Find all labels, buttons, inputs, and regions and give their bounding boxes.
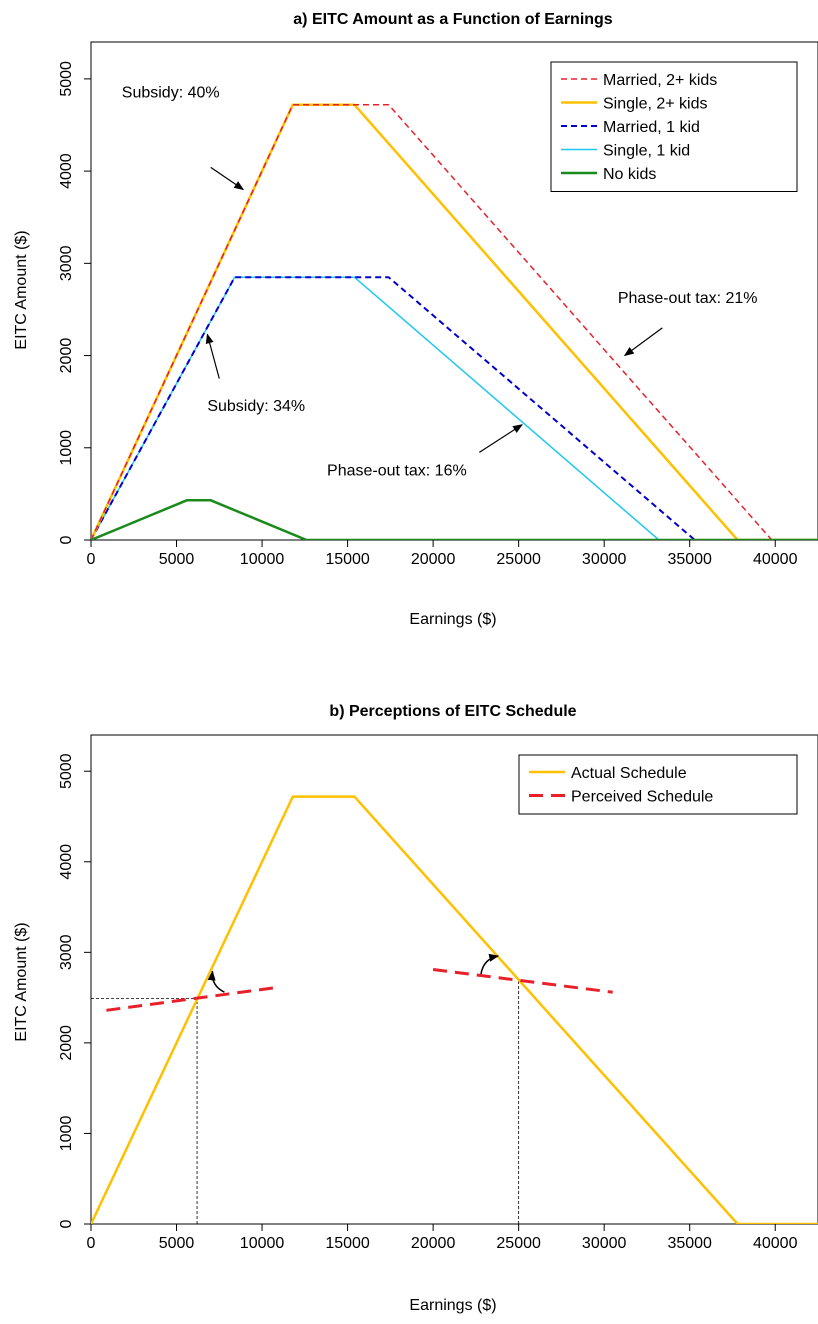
series-line-married-2-kids <box>91 103 818 540</box>
plot-area <box>91 795 818 1224</box>
x-tick-label: 15000 <box>325 551 370 568</box>
legend-label: Single, 1 kid <box>603 143 690 160</box>
plot-frame <box>90 734 818 1225</box>
x-tick-label: 40000 <box>753 1235 798 1252</box>
y-axis-label: EITC Amount ($) <box>13 922 30 1041</box>
x-tick-label: 15000 <box>325 1235 370 1252</box>
y-tick-label: 3000 <box>58 245 75 281</box>
annotation-arrow <box>478 424 523 453</box>
annotation-label: Phase-out tax: 21% <box>618 290 758 307</box>
x-tick-label: 5000 <box>159 1235 195 1252</box>
y-tick-label: 1000 <box>58 1116 75 1152</box>
x-tick-label: 0 <box>87 551 96 568</box>
x-tick-label: 30000 <box>582 1235 627 1252</box>
x-axis-label: Earnings ($) <box>409 611 496 628</box>
legend-label: Perceived Schedule <box>571 789 713 806</box>
annotation-label: Phase-out tax: 16% <box>327 462 467 479</box>
y-tick-label: 4000 <box>58 844 75 880</box>
plot-area <box>91 103 818 540</box>
legend-box <box>518 754 798 815</box>
annotation-label: Subsidy: 40% <box>122 84 220 101</box>
annotation-arrow <box>205 333 220 379</box>
chart-title: a) EITC Amount as a Function of Earnings <box>293 11 613 28</box>
legend-label: No kids <box>603 166 656 183</box>
y-tick-label: 0 <box>58 535 75 544</box>
series-line-actual-schedule <box>91 795 818 1224</box>
y-tick-label: 2000 <box>58 338 75 374</box>
chart-panel-a: a) EITC Amount as a Function of Earnings… <box>13 11 818 628</box>
y-tick-label: 3000 <box>58 934 75 970</box>
x-tick-label: 20000 <box>411 1235 456 1252</box>
x-tick-label: 30000 <box>582 551 627 568</box>
x-tick-label: 35000 <box>667 551 712 568</box>
x-tick-label: 10000 <box>240 551 285 568</box>
legend-label: Actual Schedule <box>571 765 687 782</box>
legend-label: Married, 2+ kids <box>603 72 717 89</box>
y-tick-label: 5000 <box>58 61 75 97</box>
legend-box <box>550 61 798 192</box>
x-tick-label: 25000 <box>496 551 541 568</box>
y-tick-label: 1000 <box>58 430 75 466</box>
series-line-perceived-schedule <box>106 986 276 1012</box>
series-line-perceived-schedule <box>432 968 613 994</box>
x-tick-label: 40000 <box>753 551 798 568</box>
x-tick-label: 10000 <box>240 1235 285 1252</box>
series-line-married-1-kid <box>91 276 818 540</box>
legend-label: Single, 2+ kids <box>603 96 708 113</box>
y-axis-label: EITC Amount ($) <box>13 230 30 349</box>
x-tick-label: 5000 <box>159 551 195 568</box>
x-tick-label: 25000 <box>496 1235 541 1252</box>
annotation-arrow <box>623 327 663 357</box>
x-tick-label: 20000 <box>411 551 456 568</box>
y-tick-label: 4000 <box>58 153 75 189</box>
chart-title: b) Perceptions of EITC Schedule <box>329 703 576 720</box>
y-tick-label: 0 <box>58 1219 75 1228</box>
legend-label: Married, 1 kid <box>603 119 700 136</box>
series-line-no-kids <box>91 499 818 540</box>
x-tick-label: 0 <box>87 1235 96 1252</box>
annotation-label: Subsidy: 34% <box>207 398 305 415</box>
chart-panel-b: b) Perceptions of EITC Schedule Earnings… <box>13 703 818 1314</box>
x-tick-label: 35000 <box>667 1235 712 1252</box>
curved-arrow <box>480 953 500 975</box>
annotation-arrow <box>210 166 245 191</box>
curved-arrow <box>207 970 225 993</box>
y-tick-label: 5000 <box>58 753 75 789</box>
y-tick-label: 2000 <box>58 1025 75 1061</box>
series-line-single-1-kid <box>91 276 818 540</box>
x-axis-label: Earnings ($) <box>409 1297 496 1314</box>
